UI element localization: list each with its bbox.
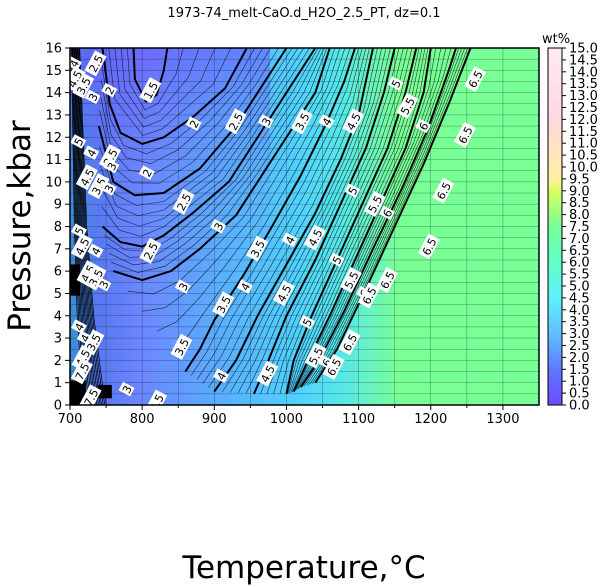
contour-label-24: 5 bbox=[298, 314, 315, 330]
y-tick-label: 16 bbox=[45, 42, 62, 57]
contour-label-60: 4 bbox=[70, 319, 87, 334]
contour-label-29: 6 bbox=[415, 118, 431, 134]
contour-label-6: 3 bbox=[257, 114, 274, 129]
colorbar-tick-label: 14.0 bbox=[569, 65, 598, 80]
y-tick-label: 15 bbox=[45, 64, 62, 79]
y-tick-label: 3 bbox=[54, 332, 62, 347]
colorbar-tick-label: 12.0 bbox=[569, 113, 598, 128]
colorbar-tick-label: 0.0 bbox=[569, 399, 590, 414]
y-tick-label: 4 bbox=[54, 309, 62, 324]
colorbar-tick-label: 13.0 bbox=[569, 89, 598, 104]
colorbar-tick-label: 12.5 bbox=[569, 101, 598, 116]
colorbar-label: wt% bbox=[542, 32, 570, 47]
x-tick-label: 900 bbox=[202, 412, 227, 427]
colorbar-tick-label: 11.5 bbox=[569, 125, 598, 140]
colorbar-tick-label: 5.5 bbox=[569, 268, 590, 283]
colorbar-tick-label: 13.5 bbox=[569, 77, 598, 92]
contour-label-47: 5 bbox=[70, 134, 87, 149]
contour-label-45: 2 bbox=[101, 82, 118, 98]
y-tick-label: 14 bbox=[45, 86, 62, 101]
contour-label-59: 3 bbox=[95, 277, 112, 292]
colorbar-tick-label: 8.0 bbox=[569, 208, 590, 223]
y-tick-label: 0 bbox=[54, 399, 62, 414]
x-axis: 700 800 900 1000 1100 1200 1300 bbox=[58, 405, 519, 427]
contour-label-14: 4 bbox=[281, 232, 298, 247]
contour-label-13: 4 bbox=[318, 114, 335, 129]
colorbar-tick-label: 7.0 bbox=[569, 232, 590, 247]
y-axis-label: Pressure,kbar bbox=[2, 120, 38, 332]
contour-label-23: 5 bbox=[328, 252, 345, 268]
contour-label-30: 6 bbox=[379, 205, 395, 221]
contour-label-53: 3 bbox=[100, 181, 117, 196]
x-tick-label: 1200 bbox=[414, 412, 447, 427]
colorbar-tick-label: 6.5 bbox=[569, 244, 590, 259]
y-tick-label: 1 bbox=[54, 376, 62, 391]
colorbar-tick-label: 7.5 bbox=[569, 220, 590, 235]
x-tick-label: 1000 bbox=[270, 412, 303, 427]
colorbar-tick-label: 11.0 bbox=[569, 137, 598, 152]
y-tick-label: 8 bbox=[54, 220, 62, 235]
colorbar-tick-label: 4.0 bbox=[569, 303, 590, 318]
colorbar-tick-label: 9.5 bbox=[569, 172, 590, 187]
contour-label-46: 3 bbox=[84, 89, 101, 105]
contour-label-56: 4 bbox=[87, 243, 104, 259]
colorbar-tick-label: 6.0 bbox=[569, 256, 590, 271]
colorbar-tick-label: 2.0 bbox=[569, 351, 590, 366]
x-tick-label: 1100 bbox=[342, 412, 375, 427]
contour-label-48: 4 bbox=[83, 145, 99, 160]
colorbar-tick-label: 5.0 bbox=[569, 280, 590, 295]
contour-2-1 bbox=[101, 48, 248, 145]
contour-label-66: 3 bbox=[118, 381, 135, 397]
contour-label-50: 3 bbox=[103, 158, 120, 174]
contour-label-15: 4 bbox=[236, 279, 253, 294]
colorbar-tick-label: 15.0 bbox=[569, 42, 598, 57]
y-tick-label: 11 bbox=[45, 153, 62, 168]
y-tick-label: 13 bbox=[45, 108, 62, 123]
contour-label-22: 5 bbox=[344, 183, 361, 198]
colorbar-tick-label: 0.5 bbox=[569, 387, 590, 402]
colorbar-tick-label: 1.5 bbox=[569, 363, 590, 378]
y-tick-label: 9 bbox=[54, 198, 62, 213]
field-top-shading bbox=[70, 48, 270, 348]
colorbar-tick-label: 14.5 bbox=[569, 53, 598, 68]
colorbar-ticks: 0.00.51.01.52.02.53.03.54.04.55.05.56.06… bbox=[562, 42, 598, 414]
colorbar bbox=[547, 47, 563, 406]
x-tick-label: 1300 bbox=[486, 412, 519, 427]
colorbar-tick-label: 4.5 bbox=[569, 291, 590, 306]
colorbar-tick-label: 2.5 bbox=[569, 339, 590, 354]
y-tick-label: 6 bbox=[54, 265, 62, 280]
colorbar-tick-label: 1.0 bbox=[569, 375, 590, 390]
colorbar-tick-label: 3.0 bbox=[569, 327, 590, 342]
contour-label-7: 3 bbox=[210, 219, 226, 234]
x-axis-label: Temperature,°C bbox=[181, 550, 425, 586]
contour-label-21: 5 bbox=[387, 76, 404, 91]
colorbar-tick-label: 10.0 bbox=[569, 161, 598, 176]
x-tick-label: 800 bbox=[130, 412, 155, 427]
colorbar-tick-label: 8.5 bbox=[569, 196, 590, 211]
y-tick-label: 7 bbox=[54, 242, 62, 257]
y-tick-label: 10 bbox=[45, 175, 62, 190]
colorbar-tick-label: 3.5 bbox=[569, 315, 590, 330]
chart-title: 1973-74_melt-CaO.d_H2O_2.5_PT, dz=0.1 bbox=[167, 6, 440, 21]
contour-label-2: 2 bbox=[138, 165, 155, 180]
contour-label-16: 4 bbox=[213, 368, 229, 384]
y-tick-label: 2 bbox=[54, 354, 62, 369]
y-tick-label: 5 bbox=[54, 287, 62, 302]
contour-4.5-7 bbox=[253, 48, 396, 395]
contour-label-8: 3 bbox=[174, 279, 191, 294]
colorbar-tick-label: 10.5 bbox=[569, 149, 598, 164]
contour-label-1: 2 bbox=[185, 116, 202, 131]
y-tick-label: 12 bbox=[45, 131, 62, 146]
colorbar-tick-label: 9.0 bbox=[569, 184, 590, 199]
contour-2.5-2 bbox=[97, 48, 288, 197]
x-tick-label: 700 bbox=[58, 412, 83, 427]
contour-labels: 1.5222.52.52.53333.53.53.53.544444.54.54… bbox=[70, 50, 487, 405]
contour-2.5-3 bbox=[101, 48, 317, 248]
